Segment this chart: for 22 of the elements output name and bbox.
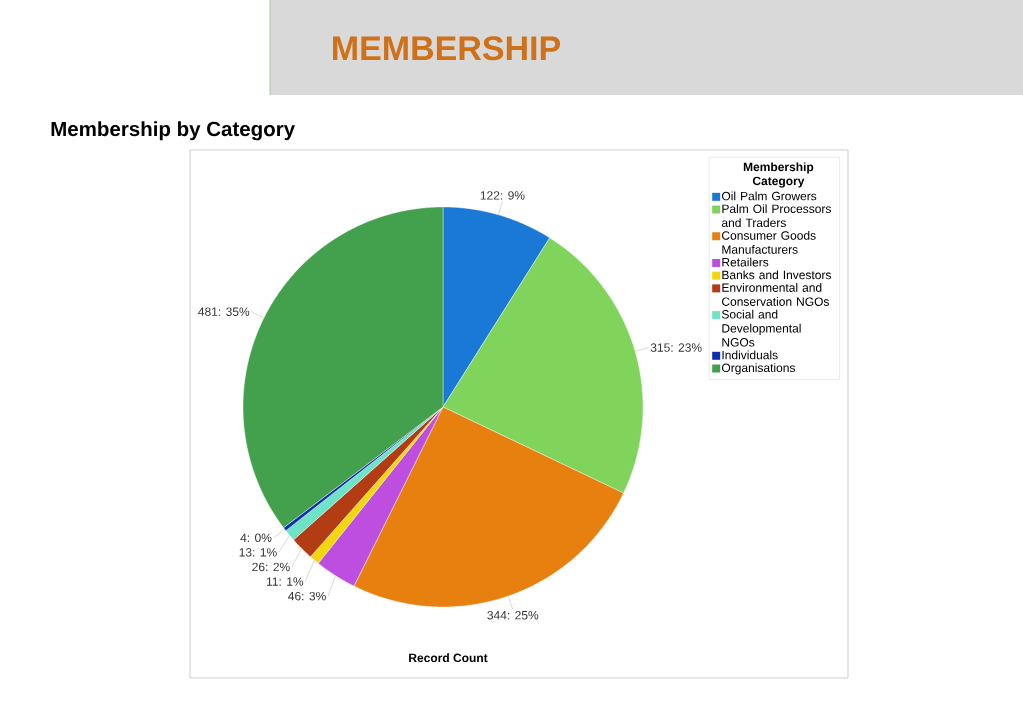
chart-subtitle: Membership by Category: [51, 121, 295, 141]
data-label: 481: 35%: [198, 307, 250, 316]
data-label: 11: 1%: [266, 577, 304, 586]
legend-title: Membership Category: [743, 162, 814, 188]
legend-label: Organisations: [721, 363, 795, 375]
text: Record Count: [409, 653, 488, 663]
data-label: 122: 9%: [480, 191, 525, 200]
legend-label: Banks and Investors: [722, 270, 832, 280]
legend-label: Social and Developmental NGOs: [721, 309, 801, 347]
legend-label: Retailers: [722, 257, 769, 267]
legend-label: Individuals: [722, 350, 778, 360]
data-label: 46: 3%: [288, 591, 326, 601]
data-label: 26: 2%: [252, 562, 290, 572]
data-label: 4: 0%: [240, 533, 272, 542]
legend-label: Consumer Goods Manufacturers: [722, 230, 816, 254]
data-label: 315: 23%: [650, 343, 702, 352]
chart-title: MEMBERSHIP: [333, 36, 561, 61]
legend-label: Oil Palm Growers: [721, 191, 817, 201]
legend-label: Environmental and Conservation NGOs: [722, 283, 829, 306]
legend-label: Palm Oil Processors and Traders: [721, 204, 831, 228]
data-label: 13: 1%: [239, 548, 277, 557]
data-label: 344: 25%: [487, 610, 539, 620]
